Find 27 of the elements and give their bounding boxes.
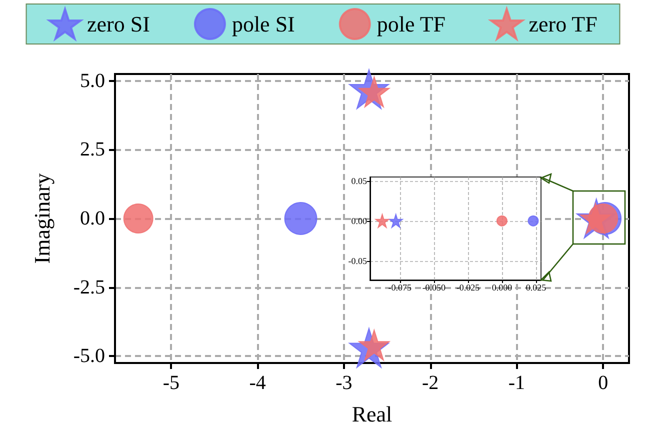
x-tick-label: -2	[422, 372, 439, 394]
y-tick-label: 0.0	[80, 208, 105, 230]
point	[284, 202, 318, 235]
y-tick-label: -2.5	[73, 276, 105, 298]
y-tick-label: -5.0	[73, 345, 105, 368]
x-tick-label: 0	[598, 372, 608, 394]
y-tick-label: -0.05	[348, 256, 368, 266]
x-tick-label: 0.000	[492, 282, 513, 292]
y-tick-label: 2.5	[80, 138, 105, 161]
x-axis-title: Real	[352, 402, 392, 426]
legend-label: zero SI	[87, 12, 150, 36]
y-tick-label: 0.05	[351, 176, 368, 186]
point	[123, 204, 154, 234]
x-tick-label: -0.050	[422, 282, 446, 292]
x-tick-label: -4	[249, 372, 266, 394]
y-tick-label: 0.00	[351, 216, 368, 226]
x-tick-label: -1	[508, 372, 526, 394]
x-tick-label: 0.025	[526, 282, 547, 292]
y-axis-title: Imaginary	[30, 173, 54, 264]
x-tick-label: -3	[336, 372, 352, 394]
x-tick-label: -5	[162, 372, 180, 394]
y-tick-label: 5.0	[80, 70, 105, 92]
legend-label: zero TF	[528, 12, 598, 36]
legend-label: pole SI	[232, 12, 295, 36]
legend-label: pole TF	[376, 12, 446, 36]
x-tick-label: -0.025	[456, 282, 480, 292]
x-tick-label: -0.075	[388, 282, 412, 292]
